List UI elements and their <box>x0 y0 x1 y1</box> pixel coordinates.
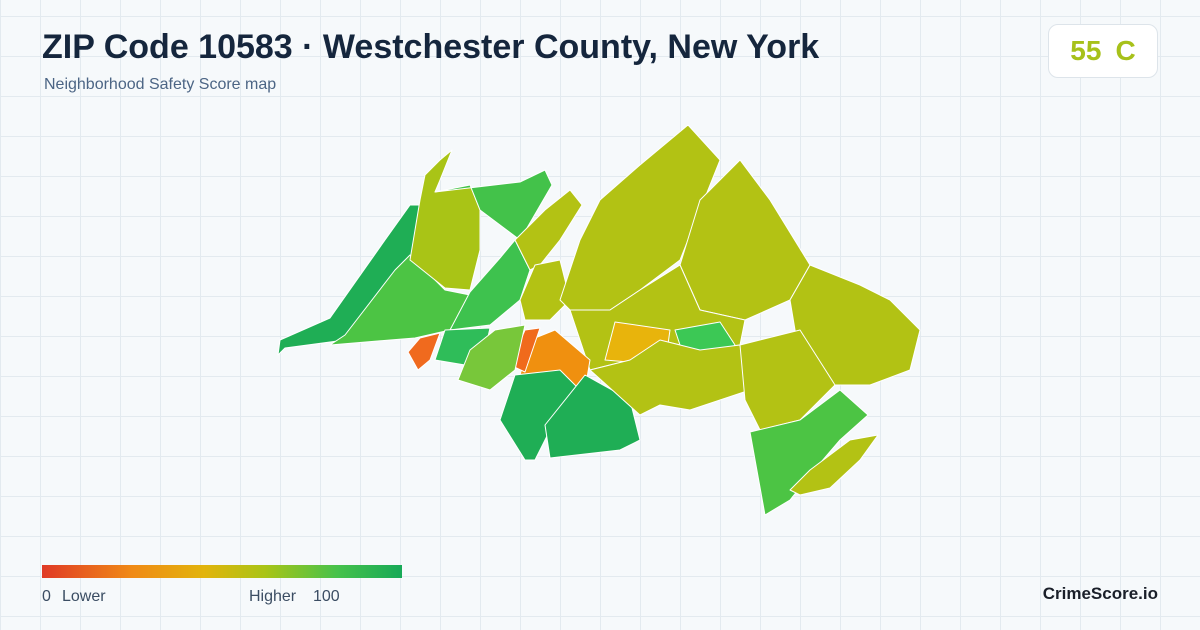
area <box>457 324 526 391</box>
score-grade: C <box>1115 35 1136 66</box>
area <box>434 169 553 241</box>
legend-max: 100 <box>313 588 340 605</box>
area <box>749 389 869 516</box>
area <box>407 332 441 371</box>
title: ZIP Code 10583 · Westchester County, New… <box>42 28 820 66</box>
subtitle: Neighborhood Safety Score map <box>44 76 277 93</box>
score-badge: 55 C <box>1048 24 1158 78</box>
brand: CrimeScore.io <box>1042 584 1158 603</box>
area <box>329 254 471 346</box>
legend-gradient <box>42 565 402 578</box>
area <box>789 434 879 496</box>
area <box>514 189 583 271</box>
legend-max-label: Higher <box>249 588 297 605</box>
legend-min: 0 <box>42 588 51 605</box>
area <box>409 149 481 291</box>
area <box>544 374 641 459</box>
score-value: 55 <box>1070 35 1102 66</box>
legend-min-label: Lower <box>62 588 106 605</box>
